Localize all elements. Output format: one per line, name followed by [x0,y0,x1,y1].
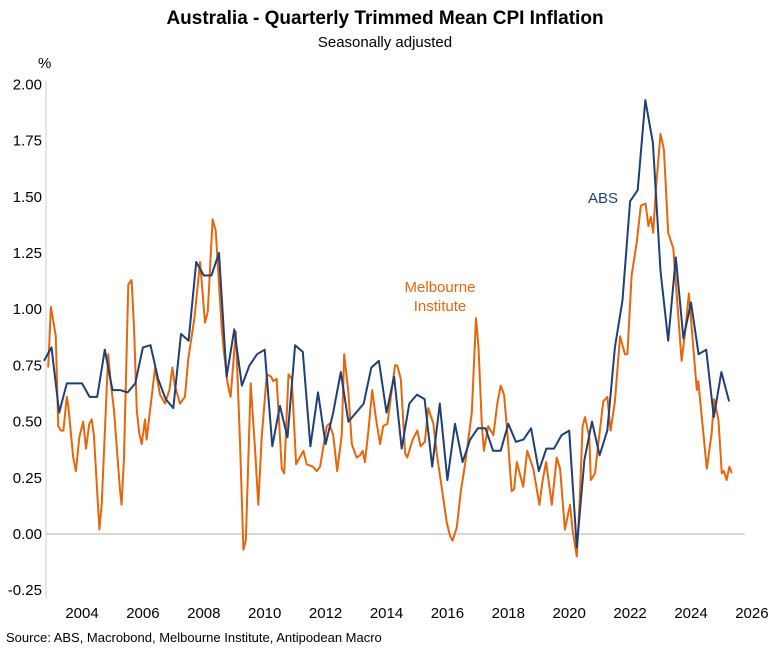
series-label-melbourne-line2: Institute [414,298,467,315]
y-axis-unit: % [38,55,51,72]
y-tick-label: -0.25 [8,582,42,599]
x-tick-label: 2008 [187,605,220,622]
y-tick-label: 0.75 [13,357,42,374]
x-tick-label: 2024 [674,605,707,622]
x-tick-label: 2004 [65,605,98,622]
source-note: Source: ABS, Macrobond, Melbourne Instit… [6,630,382,645]
x-tick-label: 2010 [248,605,281,622]
y-tick-label: 1.75 [13,133,42,150]
x-tick-label: 2026 [735,605,768,622]
x-tick-labels: 2004 2006 2008 2010 2012 2014 2016 2018 2020 2022… [65,605,768,622]
chart-title: Australia - Quarterly Trimmed Mean CPI I… [166,8,603,29]
x-tick-label: 2014 [370,605,403,622]
y-tick-label: 0.50 [13,414,42,431]
x-tick-label: 2020 [553,605,586,622]
y-tick-label: 1.50 [13,189,42,206]
y-tick-label: 1.25 [13,245,42,262]
x-tick-label: 2006 [126,605,159,622]
x-tick-label: 2018 [492,605,525,622]
y-tick-label: 0.25 [13,470,42,487]
x-tick-label: 2022 [613,605,646,622]
series-label-abs: ABS [588,190,618,207]
y-tick-label: 2.00 [13,76,42,93]
series-lines [43,99,733,558]
x-tick-label: 2016 [431,605,464,622]
y-tick-label: 1.00 [13,301,42,318]
y-tick-label: 0.00 [13,526,42,543]
series-line-melbourne-institute [47,132,733,558]
y-tick-labels: 2.00 1.75 1.50 1.25 1.00 0.75 0.50 0.25 0.00 -0.2… [8,76,42,599]
x-tick-label: 2012 [309,605,342,622]
series-line-abs [43,99,731,549]
series-label-melbourne-line1: Melbourne [405,279,476,296]
chart-subtitle: Seasonally adjusted [318,34,452,51]
